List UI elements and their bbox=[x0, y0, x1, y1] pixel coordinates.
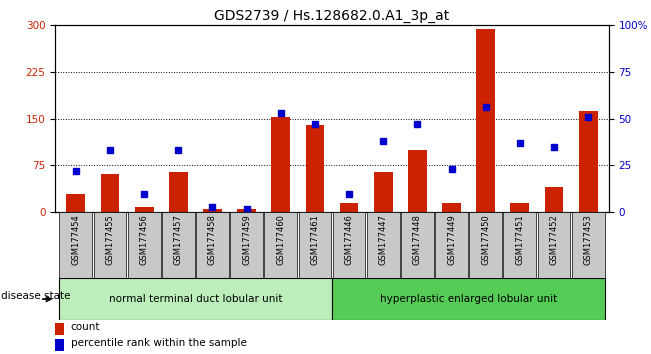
Text: GSM177447: GSM177447 bbox=[379, 215, 388, 265]
Bar bbox=[237, 209, 256, 212]
Text: GSM177455: GSM177455 bbox=[105, 215, 115, 265]
Bar bbox=[101, 173, 119, 212]
Text: GSM177449: GSM177449 bbox=[447, 215, 456, 265]
Bar bbox=[66, 194, 85, 212]
Text: GSM177453: GSM177453 bbox=[584, 215, 592, 265]
Bar bbox=[333, 212, 365, 278]
Text: count: count bbox=[71, 322, 100, 332]
Text: percentile rank within the sample: percentile rank within the sample bbox=[71, 338, 247, 348]
Bar bbox=[442, 203, 461, 212]
Text: GSM177459: GSM177459 bbox=[242, 215, 251, 265]
Bar bbox=[538, 212, 570, 278]
Bar bbox=[503, 212, 536, 278]
Bar bbox=[579, 111, 598, 212]
Bar bbox=[94, 212, 126, 278]
Text: disease state: disease state bbox=[1, 291, 71, 301]
Text: GSM177456: GSM177456 bbox=[140, 215, 148, 265]
Bar bbox=[196, 212, 229, 278]
Bar bbox=[55, 322, 64, 335]
Text: GSM177451: GSM177451 bbox=[516, 215, 524, 265]
Bar bbox=[162, 212, 195, 278]
Text: GSM177448: GSM177448 bbox=[413, 215, 422, 265]
Bar bbox=[469, 212, 502, 278]
Bar bbox=[477, 29, 495, 212]
Text: GDS2739 / Hs.128682.0.A1_3p_at: GDS2739 / Hs.128682.0.A1_3p_at bbox=[214, 9, 450, 23]
Bar bbox=[401, 212, 434, 278]
Text: hyperplastic enlarged lobular unit: hyperplastic enlarged lobular unit bbox=[380, 294, 557, 304]
Bar bbox=[55, 338, 64, 350]
Text: GSM177446: GSM177446 bbox=[344, 215, 353, 265]
Bar bbox=[59, 212, 92, 278]
Bar bbox=[340, 203, 359, 212]
Text: GSM177457: GSM177457 bbox=[174, 215, 183, 265]
Bar bbox=[510, 203, 529, 212]
Bar bbox=[135, 207, 154, 212]
Text: normal terminal duct lobular unit: normal terminal duct lobular unit bbox=[109, 294, 282, 304]
Text: GSM177450: GSM177450 bbox=[481, 215, 490, 265]
Text: GSM177461: GSM177461 bbox=[311, 215, 320, 265]
Bar bbox=[332, 278, 605, 320]
Bar bbox=[230, 212, 263, 278]
Text: GSM177452: GSM177452 bbox=[549, 215, 559, 265]
Bar bbox=[264, 212, 297, 278]
Bar bbox=[572, 212, 605, 278]
Text: GSM177454: GSM177454 bbox=[72, 215, 80, 265]
Bar bbox=[374, 172, 393, 212]
Bar bbox=[408, 150, 427, 212]
Bar bbox=[367, 212, 400, 278]
Bar bbox=[305, 125, 324, 212]
Bar bbox=[545, 187, 563, 212]
Text: GSM177458: GSM177458 bbox=[208, 215, 217, 265]
Bar bbox=[128, 212, 161, 278]
Text: GSM177460: GSM177460 bbox=[276, 215, 285, 265]
Bar bbox=[435, 212, 468, 278]
Bar bbox=[203, 209, 222, 212]
Bar bbox=[59, 278, 332, 320]
Bar bbox=[169, 172, 187, 212]
Bar bbox=[299, 212, 331, 278]
Bar bbox=[271, 117, 290, 212]
